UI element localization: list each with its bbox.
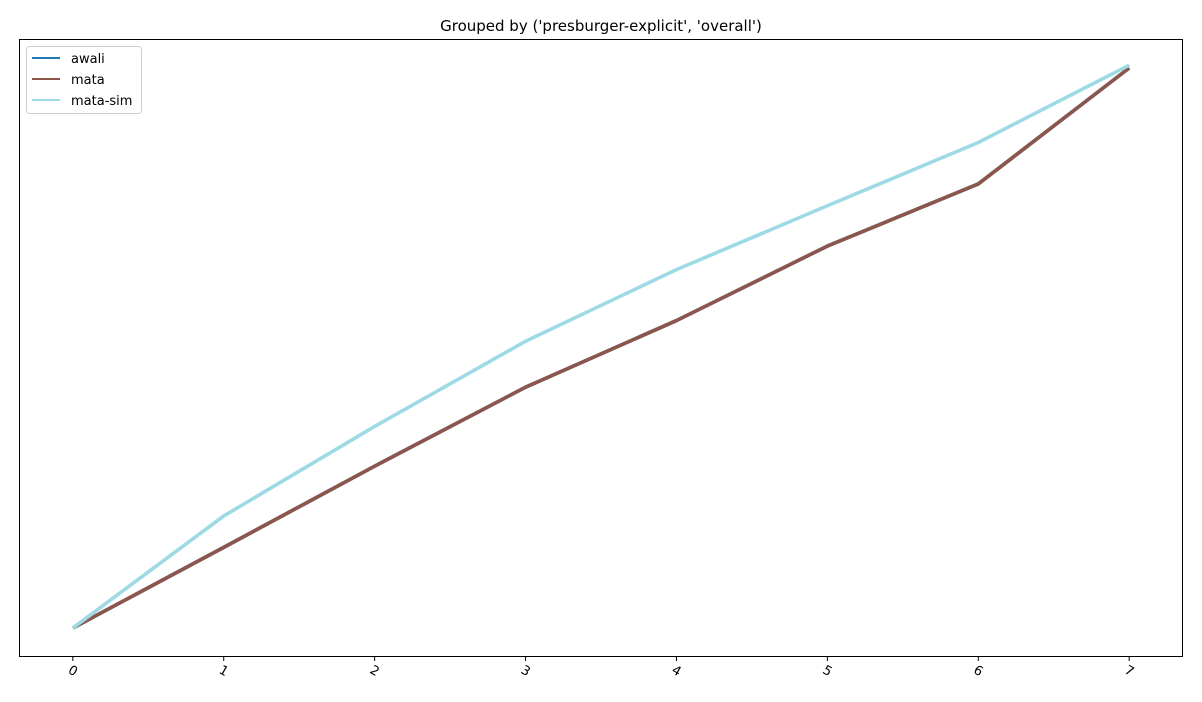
- legend-label-mata[interactable]: mata: [71, 73, 105, 88]
- legend-label-awali[interactable]: awali: [71, 52, 105, 67]
- legend-label-mata-sim[interactable]: mata-sim: [71, 94, 132, 109]
- series-line-mata-sim: [71, 63, 1131, 630]
- legend-box: [26, 46, 142, 114]
- chart-title: Grouped by ('presburger-explicit', 'over…: [440, 17, 762, 35]
- axes-frame: [19, 39, 1183, 657]
- plot-area: [71, 63, 1131, 630]
- legend[interactable]: awali mata mata-sim: [26, 46, 142, 114]
- series-line-mata: [71, 66, 1131, 630]
